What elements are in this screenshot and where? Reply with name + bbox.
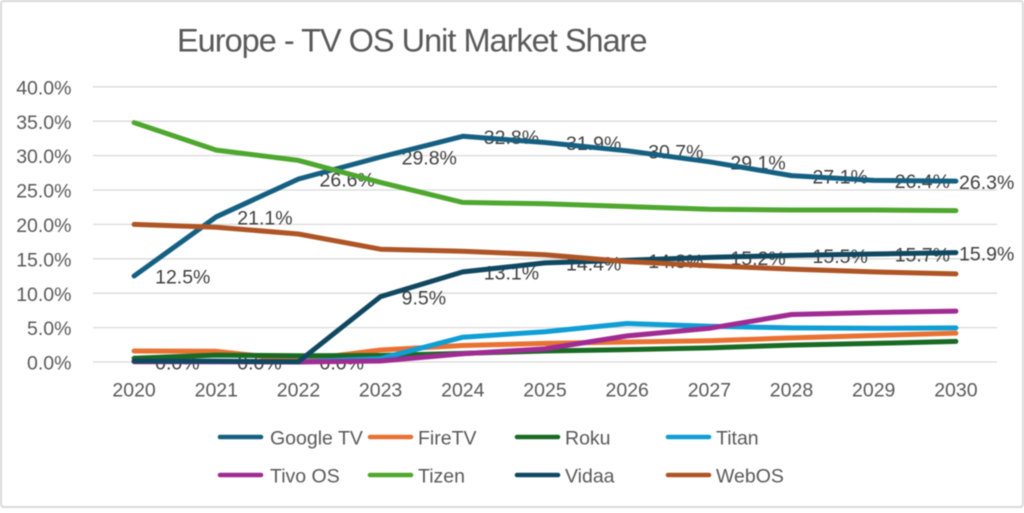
svg-text:Europe - TV OS Unit Market Sha: Europe - TV OS Unit Market Share [177,23,647,59]
svg-text:Tivo OS: Tivo OS [270,466,340,488]
svg-text:20.0%: 20.0% [16,215,71,237]
svg-text:Titan: Titan [716,428,759,450]
svg-text:2020: 2020 [112,380,156,402]
svg-text:2028: 2028 [770,380,813,402]
svg-text:Roku: Roku [565,428,611,450]
svg-text:25.0%: 25.0% [16,181,71,203]
svg-text:29.8%: 29.8% [402,148,457,170]
svg-text:2030: 2030 [934,380,978,402]
svg-text:2023: 2023 [359,380,402,402]
svg-text:FireTV: FireTV [418,428,477,450]
svg-text:2026: 2026 [606,380,649,402]
svg-text:WebOS: WebOS [716,466,784,488]
svg-text:Tizen: Tizen [418,466,465,488]
svg-text:2024: 2024 [441,380,485,402]
svg-text:30.0%: 30.0% [16,146,71,168]
svg-text:12.5%: 12.5% [155,267,210,289]
svg-text:26.3%: 26.3% [959,172,1014,194]
svg-text:40.0%: 40.0% [16,77,71,99]
svg-text:2022: 2022 [277,380,320,402]
svg-text:9.5%: 9.5% [402,287,446,309]
svg-text:21.1%: 21.1% [237,208,292,230]
svg-text:15.5%: 15.5% [813,246,868,268]
svg-text:10.0%: 10.0% [16,284,71,306]
svg-text:35.0%: 35.0% [16,112,71,134]
svg-text:15.7%: 15.7% [895,245,950,267]
svg-text:2027: 2027 [688,380,731,402]
svg-text:0.0%: 0.0% [27,353,71,375]
svg-text:Vidaa: Vidaa [565,466,615,488]
svg-text:Google TV: Google TV [270,428,363,450]
svg-text:5.0%: 5.0% [27,318,71,340]
svg-text:2029: 2029 [852,380,895,402]
svg-text:15.0%: 15.0% [16,249,71,271]
svg-text:2025: 2025 [523,380,567,402]
svg-text:2021: 2021 [195,380,238,402]
svg-text:15.9%: 15.9% [959,243,1014,265]
